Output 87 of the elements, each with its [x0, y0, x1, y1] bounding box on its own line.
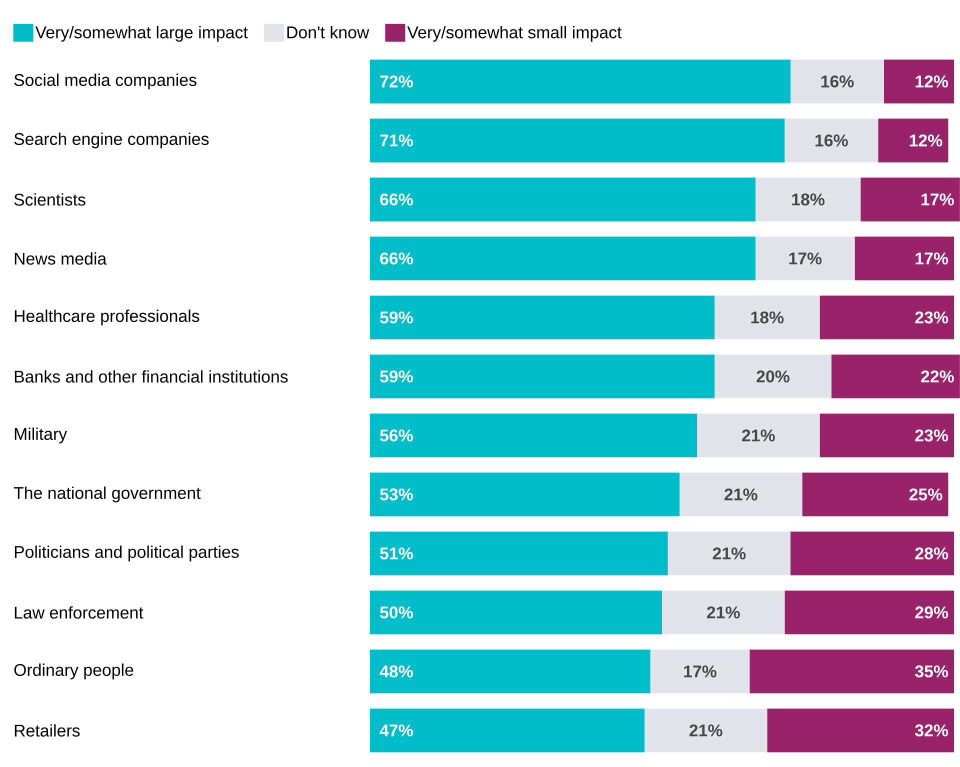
bar [790, 60, 884, 104]
bar [831, 354, 960, 398]
data-label: 17% [922, 194, 954, 206]
data-label: 22% [921, 370, 954, 382]
legend-label: Very/somewhat small impact [407, 26, 622, 42]
bar [860, 178, 960, 222]
y-tick-label: Retailers [14, 724, 80, 737]
bar [714, 296, 820, 340]
y-tick-label: Search engine companies [14, 132, 209, 148]
bar [750, 650, 954, 694]
bar [370, 650, 650, 694]
bar [697, 414, 820, 458]
bar [370, 472, 680, 516]
bar [370, 590, 662, 634]
data-label: 48% [380, 665, 413, 678]
bar [680, 472, 802, 516]
bar [370, 532, 668, 576]
data-label: 47% [380, 724, 413, 736]
data-label: 23% [915, 312, 948, 324]
data-label: 20% [756, 370, 790, 383]
data-label: 18% [751, 312, 784, 324]
bar [650, 650, 750, 694]
data-label: 51% [380, 548, 413, 560]
bar [370, 178, 756, 222]
y-tick-label: Scientists [14, 193, 86, 206]
data-label: 16% [816, 134, 848, 147]
data-label: 66% [380, 252, 413, 265]
bar [370, 296, 715, 340]
y-tick-label: Military [14, 428, 68, 444]
data-label: 28% [915, 547, 948, 560]
bar [767, 708, 954, 752]
y-tick-label: News media [14, 252, 107, 265]
data-label: 72% [380, 76, 413, 88]
data-label: 17% [789, 252, 822, 264]
y-tick-label: Social media companies [14, 74, 196, 90]
bar [370, 118, 785, 162]
y-tick-label: Law enforcement [14, 606, 144, 619]
bar [884, 60, 954, 104]
data-label: 21% [706, 606, 740, 618]
bar [790, 532, 954, 576]
data-label: 21% [689, 724, 722, 736]
data-label: 59% [380, 312, 413, 324]
data-label: 35% [915, 665, 948, 678]
data-label: 66% [380, 194, 413, 206]
data-label: 21% [724, 488, 758, 500]
bar [755, 178, 861, 222]
bar [820, 296, 954, 340]
data-label: 50% [380, 606, 413, 618]
data-label: 32% [915, 724, 948, 736]
bar [668, 532, 791, 576]
y-tick-label: Politicians and political parties [14, 546, 239, 562]
bar [714, 354, 832, 398]
bar [662, 590, 785, 634]
data-label: 23% [915, 429, 948, 442]
bar [370, 236, 756, 280]
data-label: 17% [916, 252, 948, 264]
data-label: 12% [910, 134, 942, 147]
data-label: 21% [712, 548, 746, 560]
y-tick-label: Banks and other financial institutions [14, 370, 288, 383]
bar [784, 118, 878, 162]
bar [370, 354, 715, 398]
y-tick-label: The national government [14, 486, 201, 502]
data-label: 21% [742, 430, 775, 442]
data-label: 71% [380, 134, 413, 146]
data-label: 56% [380, 430, 413, 442]
data-label: 53% [380, 488, 413, 500]
bar [802, 472, 948, 516]
bar [854, 236, 954, 280]
data-label: 18% [792, 194, 825, 206]
bar [878, 118, 948, 162]
bar [755, 236, 855, 280]
y-tick-label: Healthcare professionals [14, 310, 200, 326]
data-label: 16% [821, 76, 854, 88]
data-label: 25% [909, 488, 942, 500]
legend-label: Very/somewhat large impact [35, 26, 248, 42]
data-label: 17% [684, 666, 716, 678]
legend-label: Don't know [287, 26, 370, 38]
bar [820, 414, 954, 458]
bar [370, 708, 644, 752]
bar [784, 590, 954, 634]
bar [370, 414, 698, 458]
bar [644, 708, 768, 752]
data-label: 12% [916, 76, 948, 88]
data-label: 59% [380, 370, 413, 383]
data-label: 29% [915, 606, 948, 618]
y-tick-label: Ordinary people [14, 664, 134, 680]
bar [370, 60, 791, 104]
